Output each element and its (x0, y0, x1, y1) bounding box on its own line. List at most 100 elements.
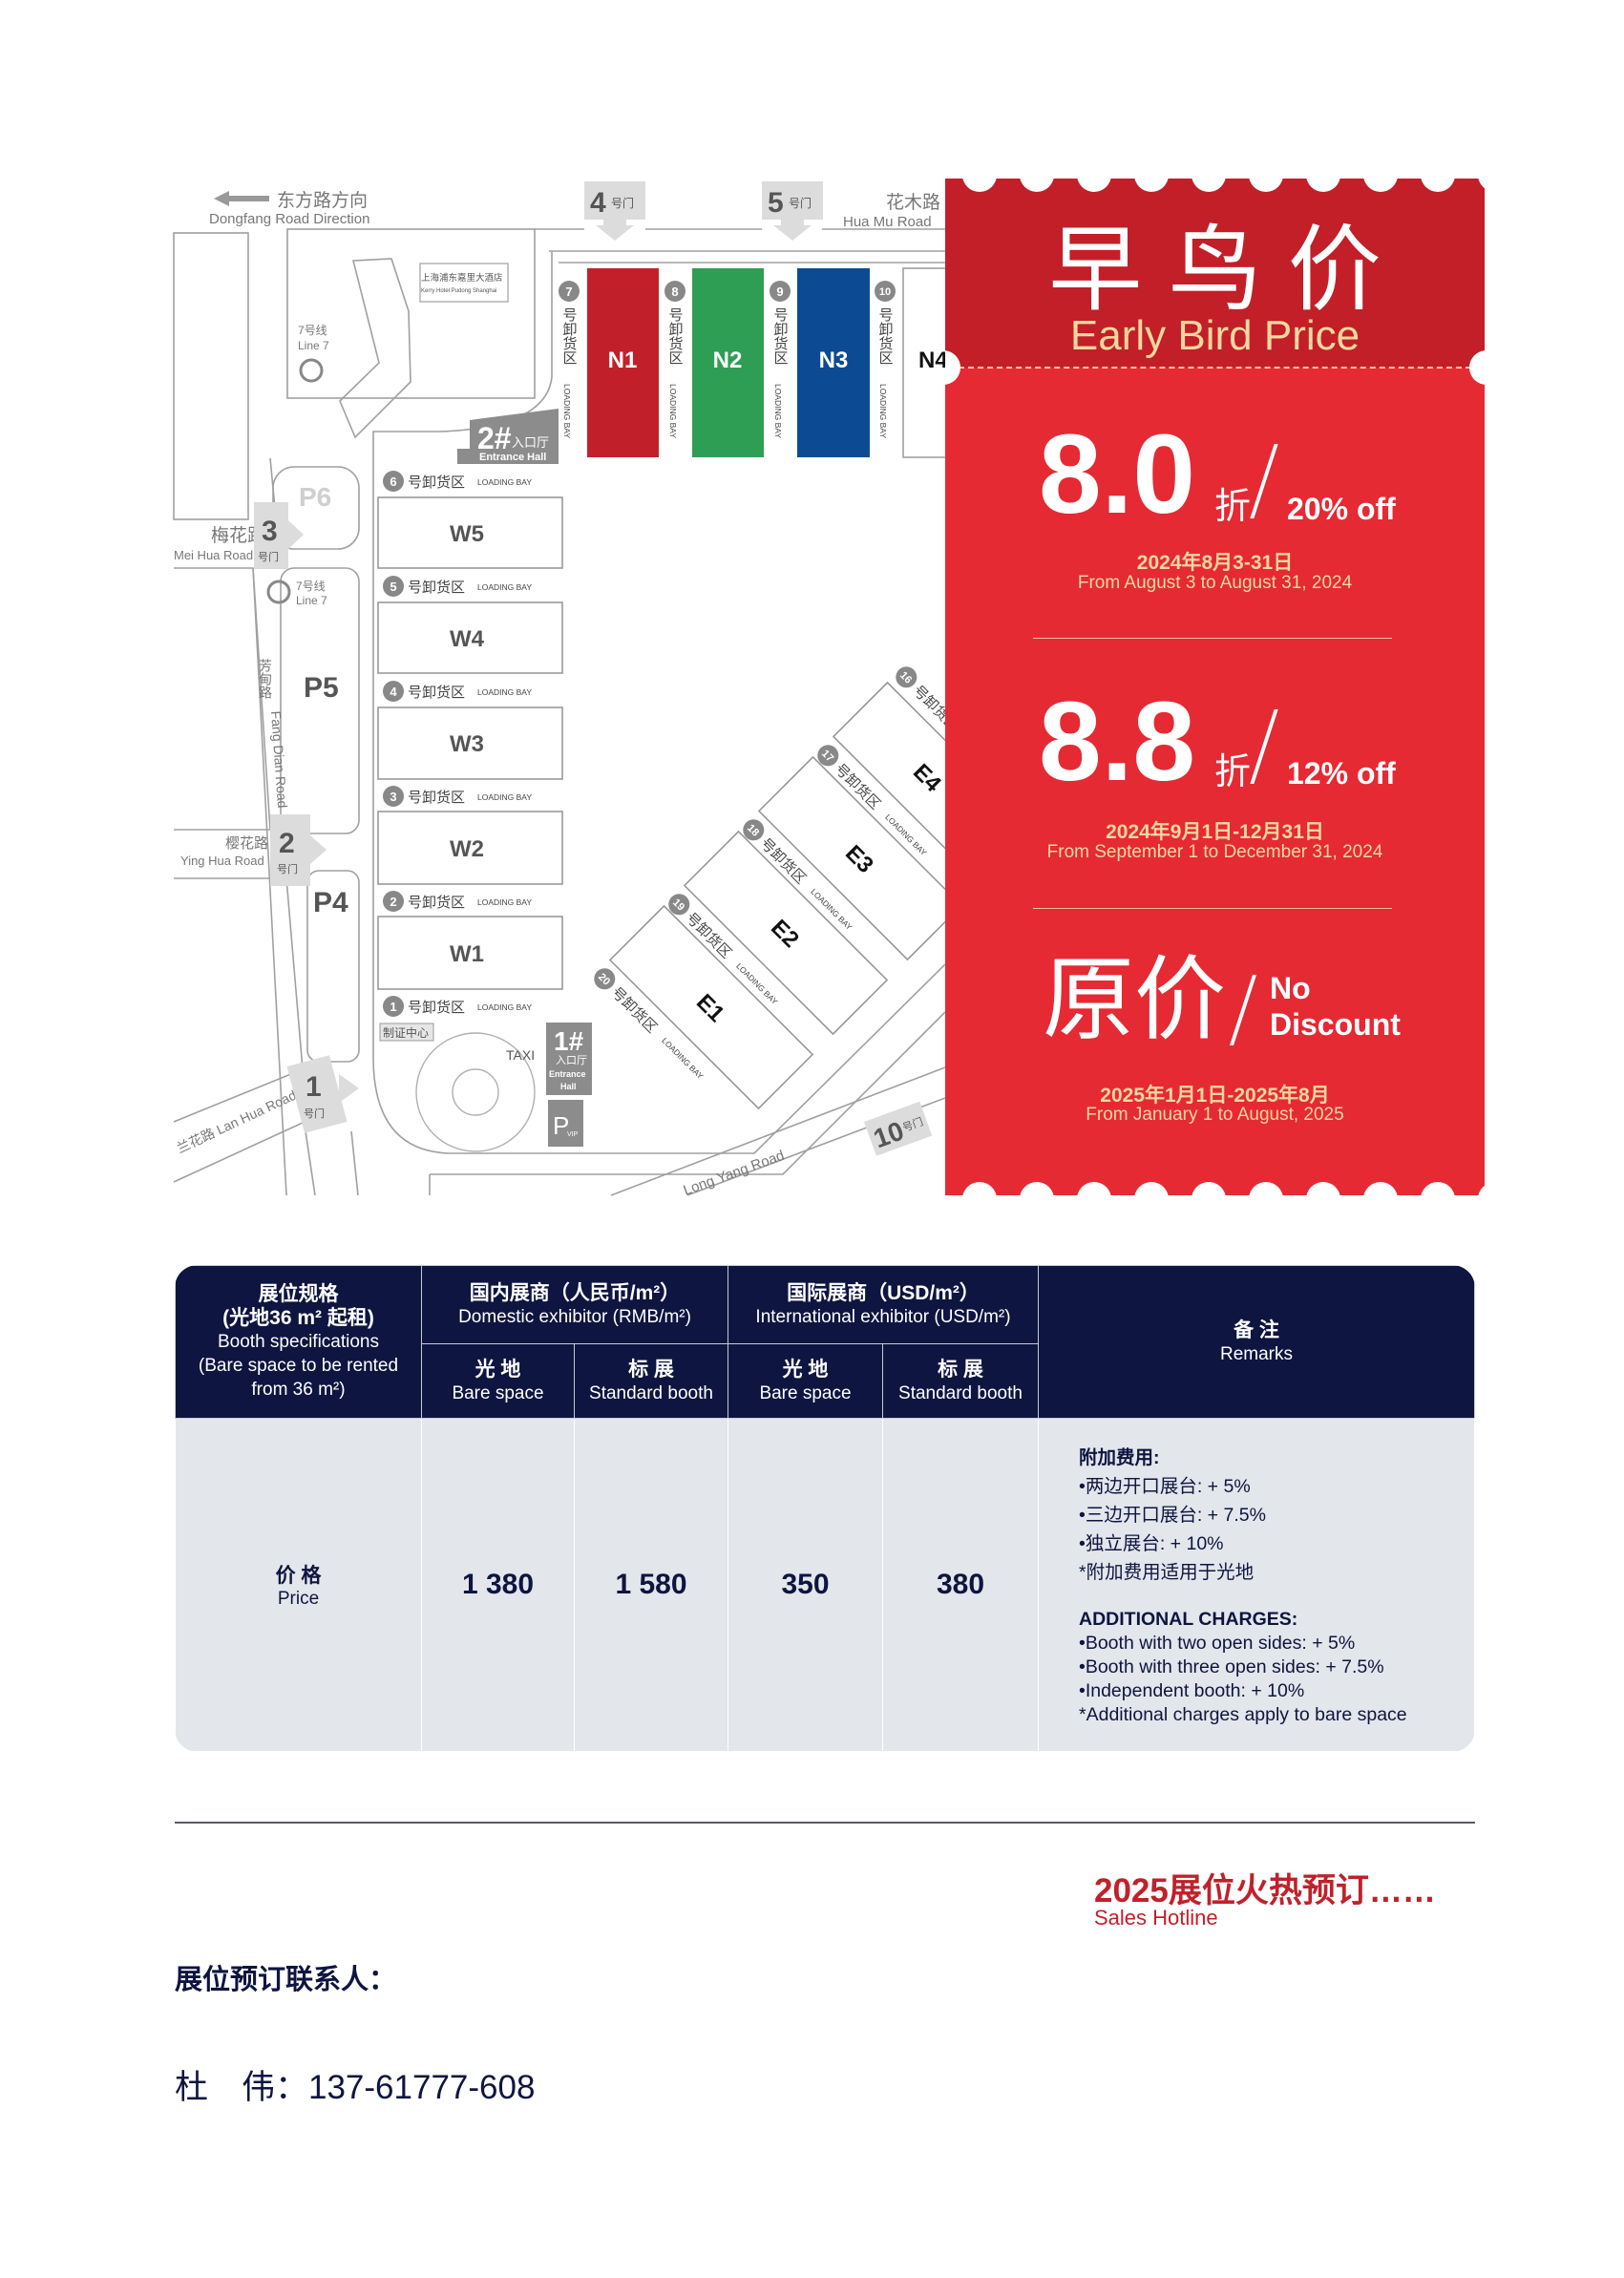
spec-en-sub: (Bare space to be rented (198, 1356, 399, 1376)
spec-en: Booth specifications (218, 1332, 379, 1352)
loading-bay-1: 1 号卸货区 LOADING BAY (383, 996, 532, 1017)
loading-bay-4: 4 号卸货区 LOADING BAY (383, 681, 532, 702)
intl-bare-price: 350 (728, 1418, 883, 1752)
international-zh: 国际展商（USD/m²） (787, 1281, 980, 1304)
table-row-price: 价 格 Price 1 380 1 580 350 380 附加费用: •两边开口… (175, 1418, 1475, 1752)
perforation-dot (1077, 1182, 1111, 1195)
parking-p4: P4 (313, 887, 348, 918)
road-yinghua-zh: 樱花路 (225, 835, 268, 852)
gate-3: 3 号门 (254, 502, 304, 569)
hall-label: N3 (819, 348, 849, 373)
hall-w4 (377, 601, 563, 674)
gate-suffix: 号门 (789, 196, 812, 210)
slash-divider (1250, 444, 1278, 518)
gate-1: 1 号门 (286, 1055, 359, 1133)
gate-number: 1 (306, 1071, 322, 1103)
perforation-dot (1249, 1182, 1283, 1195)
bay-label-zh: 号卸货区 (408, 685, 465, 701)
metro-line7-north: 7号线 Line 7 (298, 324, 329, 383)
perforation-dot (1249, 179, 1283, 192)
spec-zh-sub: (光地36 m² 起租) (222, 1307, 374, 1329)
header-domestic-bare: 光 地 Bare space (421, 1343, 575, 1419)
parking-vip-label: VIP (567, 1131, 579, 1138)
spec-en-sub2: from 36 m²) (251, 1380, 346, 1400)
bay-label-zh: 号卸货区 (408, 895, 465, 911)
entrance-number: 1# (554, 1026, 584, 1056)
divider (1033, 908, 1392, 909)
slash-divider (1229, 975, 1257, 1045)
parking-p5: P5 (304, 672, 339, 704)
hall-label: N2 (713, 348, 743, 373)
bay-number: 2 (390, 895, 396, 909)
gate-number: 5 (768, 187, 784, 219)
metro-zh: 7号线 (298, 324, 327, 337)
sub-en: Standard booth (589, 1382, 713, 1403)
intl-standard-price: 380 (882, 1418, 1039, 1752)
price-label-en: Price (277, 1589, 320, 1609)
entrance-zh: 入口厅 (512, 435, 549, 450)
bay-label-zh: 号卸货区 (408, 790, 465, 806)
bay-label-en: LOADING BAY (562, 384, 572, 438)
perforation-dot (1478, 1182, 1485, 1195)
divider (1033, 638, 1392, 639)
bay-label-en: LOADING BAY (477, 792, 532, 802)
perforation-dot (1306, 1182, 1340, 1195)
hall-n4: N4 (918, 348, 948, 373)
domestic-zh: 国内展商（人民币/m²） (469, 1281, 681, 1304)
perforation-dot (1077, 179, 1111, 192)
bay-label-zh: 号卸货区 (877, 307, 894, 365)
bay-label-zh: 号卸货区 (772, 307, 789, 365)
gate-suffix: 号门 (258, 550, 279, 563)
entrance-en: Entrance Hall (479, 452, 546, 463)
slash-divider (1250, 709, 1278, 784)
domestic-bare-price: 1 380 (421, 1418, 575, 1752)
early-bird-price-panel: 早 鸟 价 Early Bird Price 8.0 折 20% off 202… (945, 179, 1485, 1195)
tier-discount: 8.0 (1039, 411, 1196, 538)
remarks-zh: 备 注 (1234, 1318, 1279, 1341)
perforation-dot (1478, 179, 1485, 192)
bay-number: 9 (776, 285, 783, 299)
metro-en: Line 7 (298, 339, 329, 352)
hall-w2-label: W2 (450, 836, 484, 862)
hall-w3-label: W3 (450, 731, 484, 757)
remark-item: •Independent booth: + 10% (1079, 1679, 1305, 1701)
loading-bay-8: 8 号卸货区 LOADING BAY (664, 281, 685, 438)
bay-label-en: LOADING BAY (477, 582, 532, 592)
tier-off: 20% off (1287, 492, 1396, 526)
bay-label-zh: 号卸货区 (408, 475, 465, 491)
tier-date-zh: 2025年1月1日-2025年8月 (1100, 1085, 1330, 1107)
hotline-subtitle: Sales Hotline (1094, 1906, 1218, 1930)
tier-date-zh: 2024年9月1日-12月31日 (1106, 821, 1324, 843)
taxi-label: TAXI (506, 1047, 535, 1063)
loading-bay-2: 2 号卸货区 LOADING BAY (383, 891, 532, 912)
tier-off: 12% off (1287, 756, 1396, 791)
loading-bay-5: 5 号卸货区 LOADING BAY (383, 576, 532, 597)
gate-10: 10 号门 (864, 1101, 933, 1156)
hotline-title: 2025展位火热预订…… (1094, 1872, 1436, 1909)
remarks-zh-title: 附加费用: (1079, 1446, 1160, 1468)
bay-number: 7 (565, 285, 572, 299)
roundabout (415, 1032, 536, 1152)
bay-label-en: LOADING BAY (477, 687, 532, 697)
perforation-dot (1134, 179, 1169, 192)
perforation-dot (1192, 1182, 1226, 1195)
remark-item: •三边开口展台: + 7.5% (1079, 1504, 1266, 1526)
tier-date-en: From September 1 to December 31, 2024 (1046, 842, 1383, 862)
promo-header-band (945, 179, 1485, 368)
perforation-line (959, 367, 1471, 369)
arrow-left-icon (214, 191, 269, 206)
road-lanhua: 兰花路 Lan Hua Road (175, 1087, 299, 1156)
tier-discount: 原价 (1043, 949, 1226, 1051)
contact-phone[interactable]: 杜 伟：137-61777-608 (175, 2069, 536, 2106)
hall-w3 (377, 707, 563, 780)
loading-bay-7: 7 号卸货区 LOADING BAY (559, 281, 580, 438)
price-label: 价 格 Price (175, 1418, 422, 1752)
bay-label-en: LOADING BAY (878, 384, 888, 438)
bay-number: 4 (390, 685, 397, 699)
price-label-zh: 价 格 (275, 1565, 322, 1587)
gate-5: 5 号门 (762, 181, 823, 241)
bay-label-en: LOADING BAY (477, 897, 532, 907)
hall-w4-label: W4 (450, 626, 485, 652)
header-booth-spec: 展位规格 (光地36 m² 起租) Booth specifications (… (175, 1265, 422, 1419)
perforation-notch (1469, 350, 1485, 385)
